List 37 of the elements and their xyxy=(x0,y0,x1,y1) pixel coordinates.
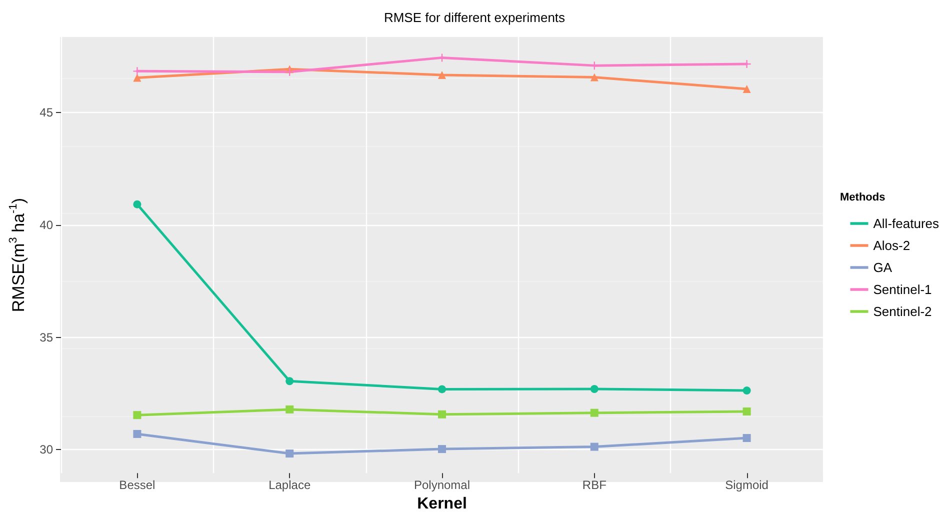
point xyxy=(742,434,751,442)
point xyxy=(286,405,294,414)
legend-title: Methods xyxy=(840,192,886,204)
point xyxy=(133,200,142,208)
point xyxy=(438,385,446,394)
legend-label: All-features xyxy=(873,216,940,231)
x-tick-label: Bessel xyxy=(119,478,156,492)
y-tick-label: 40 xyxy=(40,218,54,232)
point xyxy=(590,408,598,417)
x-tick-label: Sigmoid xyxy=(725,478,768,492)
y-tick-label: 45 xyxy=(40,105,54,120)
point xyxy=(133,430,142,438)
legend-label: Sentinel-1 xyxy=(873,282,932,297)
point xyxy=(438,410,446,418)
point xyxy=(742,407,751,416)
point xyxy=(742,386,751,395)
x-axis-title: Kernel xyxy=(417,496,467,512)
y-tick-label: 35 xyxy=(40,330,54,344)
y-axis-title: RMSE(m3 ha-1) xyxy=(8,198,28,312)
point xyxy=(590,442,598,451)
point xyxy=(438,71,446,80)
point xyxy=(133,74,142,82)
point xyxy=(286,377,294,386)
point xyxy=(742,84,751,93)
x-tick-label: RBF xyxy=(582,478,606,492)
y-tick-label: 30 xyxy=(40,442,54,457)
point xyxy=(438,445,446,454)
legend-label: Alos-2 xyxy=(873,238,910,253)
point xyxy=(590,384,598,393)
point xyxy=(286,450,294,458)
point xyxy=(133,411,142,420)
chart-title: RMSE for different experiments xyxy=(384,10,566,25)
x-tick-label: Polynomal xyxy=(414,478,470,492)
legend-label: Sentinel-2 xyxy=(873,304,932,319)
x-tick-label: Laplace xyxy=(268,478,311,492)
point xyxy=(590,73,598,82)
legend-label: GA xyxy=(873,260,892,275)
